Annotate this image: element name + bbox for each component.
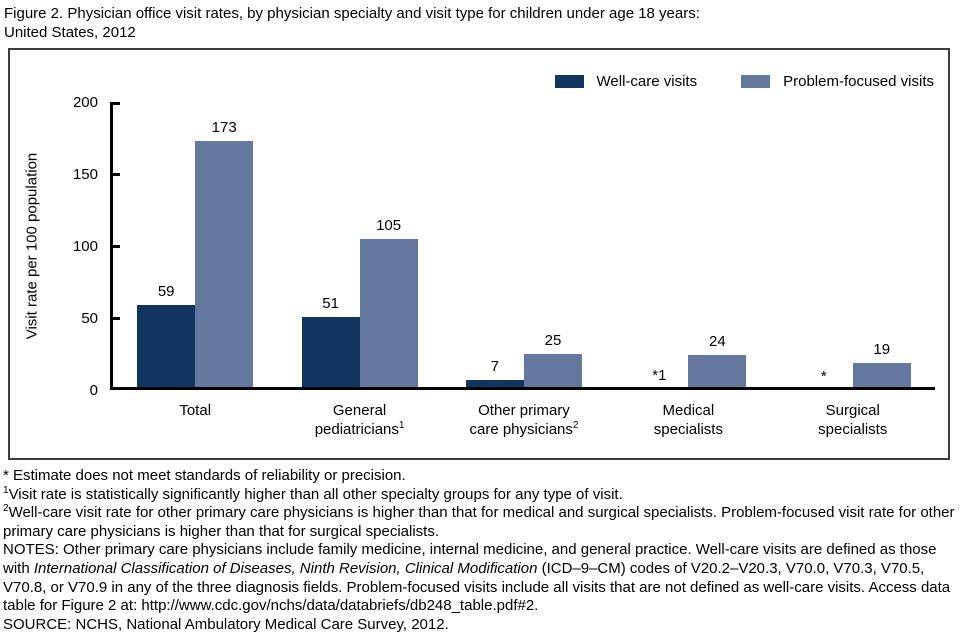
footnote-3: 2Well-care visit rate for other primary … <box>3 504 958 541</box>
y-tick-label: 0 <box>89 382 98 399</box>
y-tick-label: 150 <box>72 166 98 183</box>
bar-value-label: 25 <box>544 332 562 349</box>
footnote-text: 2 <box>3 503 9 515</box>
x-category-label-other-primary-care-physicians: Other primary care physicians2 <box>469 402 579 438</box>
bar-col: 24 <box>688 102 747 390</box>
bar-value-label: 105 <box>376 216 402 234</box>
bar-value-label: 51 <box>322 294 339 312</box>
chart-frame: Well-care visits Problem-focused visits V… <box>8 48 950 460</box>
bar-value-label: 24 <box>709 333 726 351</box>
footnote-text: NOTES: Other primary care physicians inc… <box>3 541 937 577</box>
bar-value-label: 59 <box>157 283 175 301</box>
bar-col: 105 <box>359 102 418 390</box>
bar-value-label: 19 <box>873 340 891 358</box>
legend-label: Problem-focused visits <box>783 73 934 90</box>
footnote-1: * Estimate does not meet standards of re… <box>3 467 958 486</box>
legend-swatch-icon <box>554 75 584 88</box>
x-category-label-medical-specialists: Medical specialists <box>653 402 723 438</box>
x-category-label-surgical-specialists: Surgical specialists <box>818 402 888 438</box>
footnote-italic-text: International Classification of Diseases… <box>33 559 538 577</box>
bar-problem-focused-visits-total <box>195 140 254 390</box>
bar-col: 173 <box>195 102 254 390</box>
footnote-text: Visit rate is statistically significantl… <box>8 485 623 503</box>
bar-groups: 59 173 Total 51 105 General pediatricians1 7 25 O… <box>113 102 935 438</box>
bar-well-care-visits-other-primary-care-physicians <box>465 379 524 390</box>
bar-well-care-visits-total <box>137 305 196 390</box>
legend-label: Well-care visits <box>596 73 698 90</box>
y-tick-mark <box>110 102 120 105</box>
footnote-text: SOURCE: NCHS, National Ambulatory Medica… <box>3 615 449 633</box>
bar-group-medical-specialists: *1 24 Medical specialists <box>630 102 747 438</box>
y-tick-mark <box>110 172 120 176</box>
bar-col: 51 <box>301 102 360 390</box>
bar-value-label: *1 <box>652 366 667 384</box>
footnote-text: 1 <box>3 484 9 496</box>
x-category-label-total: Total <box>179 402 212 419</box>
bar-col: *1 <box>630 102 689 390</box>
bar-problem-focused-visits-medical-specialists <box>688 355 747 390</box>
y-tick-mark <box>110 244 120 248</box>
bar-col: 7 <box>465 102 524 390</box>
bar-value-label: 7 <box>490 357 500 375</box>
bar-col: 25 <box>523 102 582 390</box>
bar-problem-focused-visits-other-primary-care-physicians <box>523 354 582 390</box>
bar-group-general-pediatricians: 51 105 General pediatricians1 <box>301 102 418 438</box>
footnote-5: SOURCE: NCHS, National Ambulatory Medica… <box>3 616 958 635</box>
x-category-label-general-pediatricians: General pediatricians1 <box>314 402 405 438</box>
bar-problem-focused-visits-surgical-specialists <box>852 362 911 390</box>
y-tick-label: 200 <box>72 94 98 111</box>
footnote-text: Well-care visit rate for other primary c… <box>3 504 955 540</box>
x-axis-line <box>110 387 935 390</box>
bar-col: 19 <box>852 102 911 390</box>
footnote-text: * Estimate does not meet standards of re… <box>3 467 406 484</box>
bar-value-label: 173 <box>211 118 237 136</box>
y-tick-label: 50 <box>81 310 98 327</box>
figure-title: Figure 2. Physician office visit rates, … <box>4 4 700 42</box>
bar-col: 59 <box>137 102 196 390</box>
bar-col: * <box>795 102 853 390</box>
footnotes: * Estimate does not meet standards of re… <box>3 467 958 634</box>
y-axis-title: Visit rate per 100 population <box>23 152 41 340</box>
bar-value-label: * <box>820 368 827 385</box>
footnote-text: (ICD–9–CM) codes of V20.2–V20.3, V70.0, … <box>3 559 951 615</box>
footnote-4: NOTES: Other primary care physicians inc… <box>3 541 958 615</box>
bar-group-total: 59 173 Total <box>137 102 254 419</box>
footnote-2: 1Visit rate is statistically significant… <box>3 484 958 505</box>
bar-group-surgical-specialists: * 19 Surgical specialists <box>795 102 911 438</box>
bar-group-other-primary-care-physicians: 7 25 Other primary care physicians2 <box>465 102 582 438</box>
figure-title-line1: Figure 2. Physician office visit rates, … <box>4 5 700 22</box>
bar-well-care-visits-general-pediatricians <box>301 316 360 390</box>
figure-title-line2: United States, 2012 <box>4 24 136 41</box>
y-tick-label: 100 <box>72 238 98 255</box>
legend-item-problem-focused-visits: Problem-focused visits <box>741 73 934 90</box>
plot-area: 59 173 Total 51 105 General pediatricians1 7 25 O… <box>73 94 935 438</box>
y-tick-mark <box>110 316 120 320</box>
legend-item-well-care-visits: Well-care visits <box>554 73 698 90</box>
legend-swatch-icon <box>741 75 771 88</box>
legend: Well-care visits Problem-focused visits <box>554 73 934 90</box>
bar-problem-focused-visits-general-pediatricians <box>359 238 418 390</box>
